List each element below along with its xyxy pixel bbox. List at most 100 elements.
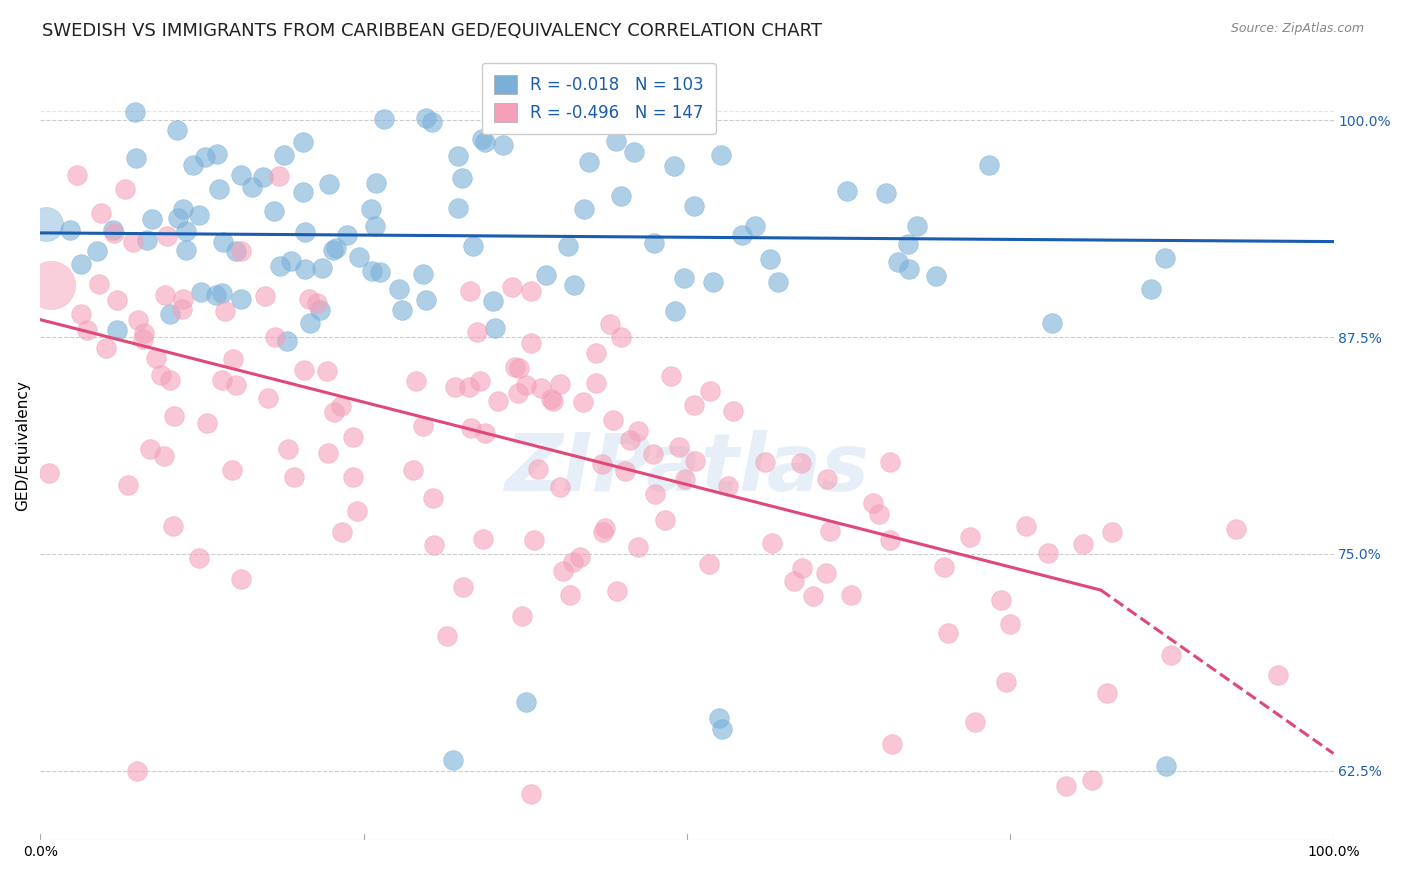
Point (515, 695, 537, 709)
Text: ZIPatlas: ZIPatlas (505, 430, 869, 508)
Point (789, 456, 811, 470)
Point (536, 268, 558, 283)
Point (252, 169, 274, 184)
Point (368, 264, 391, 278)
Point (103, 227, 125, 241)
Point (322, 405, 344, 419)
Legend: R = -0.018   N = 103, R = -0.496   N = 147: R = -0.018 N = 103, R = -0.496 N = 147 (482, 63, 716, 134)
Point (605, 134, 627, 148)
Point (801, 589, 824, 603)
Point (585, 376, 607, 390)
Point (572, 202, 595, 216)
Point (467, 325, 489, 339)
Point (349, 251, 371, 265)
Point (820, 524, 842, 538)
Point (619, 433, 641, 447)
Point (451, 580, 474, 594)
Point (322, 243, 344, 257)
Point (231, 572, 253, 586)
Point (540, 392, 562, 406)
Point (683, 398, 706, 412)
Point (520, 788, 543, 802)
Point (644, 487, 666, 501)
Point (510, 609, 533, 624)
Point (557, 238, 579, 252)
Point (298, 316, 321, 330)
Point (1036, 546, 1059, 560)
Point (132, 326, 155, 340)
Point (447, 201, 470, 215)
Point (934, 560, 956, 574)
Point (683, 454, 706, 468)
Point (1095, 686, 1118, 700)
Point (364, 176, 387, 190)
Point (211, 286, 233, 301)
Point (315, 364, 337, 378)
Point (529, 381, 551, 395)
Point (721, 404, 744, 418)
Point (294, 261, 316, 276)
Point (591, 457, 613, 471)
Point (897, 262, 920, 277)
Point (1154, 251, 1177, 265)
Point (492, 138, 515, 153)
Point (571, 395, 593, 409)
Point (659, 369, 682, 384)
Point (373, 112, 395, 126)
Point (599, 317, 621, 331)
Point (959, 530, 981, 544)
Point (990, 593, 1012, 607)
Point (441, 753, 464, 767)
Point (481, 294, 503, 309)
Point (225, 244, 247, 259)
Point (460, 421, 482, 435)
Point (127, 312, 149, 326)
Point (1040, 316, 1063, 330)
Point (283, 470, 305, 484)
Point (273, 148, 295, 162)
Point (541, 394, 564, 409)
Point (1073, 537, 1095, 551)
Point (875, 186, 897, 201)
Point (879, 533, 901, 547)
Point (623, 145, 645, 160)
Point (486, 393, 509, 408)
Point (436, 629, 458, 643)
Point (474, 426, 496, 441)
Point (578, 154, 600, 169)
Point (415, 293, 437, 308)
Point (145, 351, 167, 366)
Point (668, 441, 690, 455)
Point (222, 352, 245, 367)
Point (187, 551, 209, 566)
Point (156, 228, 179, 243)
Point (94, 341, 117, 355)
Point (172, 202, 194, 216)
Point (311, 261, 333, 276)
Point (70, 257, 93, 271)
Point (862, 496, 884, 510)
Point (325, 241, 347, 255)
Point (87, 277, 110, 291)
Point (1080, 772, 1102, 787)
Point (205, 147, 228, 161)
Point (471, 132, 494, 146)
Y-axis label: GED/Equivalency: GED/Equivalency (15, 380, 30, 511)
Point (673, 472, 696, 486)
Point (641, 447, 664, 461)
Point (905, 219, 928, 234)
Point (329, 399, 352, 413)
Point (523, 533, 546, 547)
Point (422, 491, 444, 505)
Text: SWEDISH VS IMMIGRANTS FROM CARIBBEAN GED/EQUIVALENCY CORRELATION CHART: SWEDISH VS IMMIGRANTS FROM CARIBBEAN GED… (42, 22, 823, 40)
Point (195, 416, 218, 430)
Point (458, 379, 481, 393)
Point (153, 450, 176, 464)
Point (963, 715, 986, 730)
Point (221, 462, 243, 476)
Point (1140, 282, 1163, 296)
Point (702, 275, 724, 289)
Point (136, 233, 159, 247)
Point (211, 373, 233, 387)
Point (388, 282, 411, 296)
